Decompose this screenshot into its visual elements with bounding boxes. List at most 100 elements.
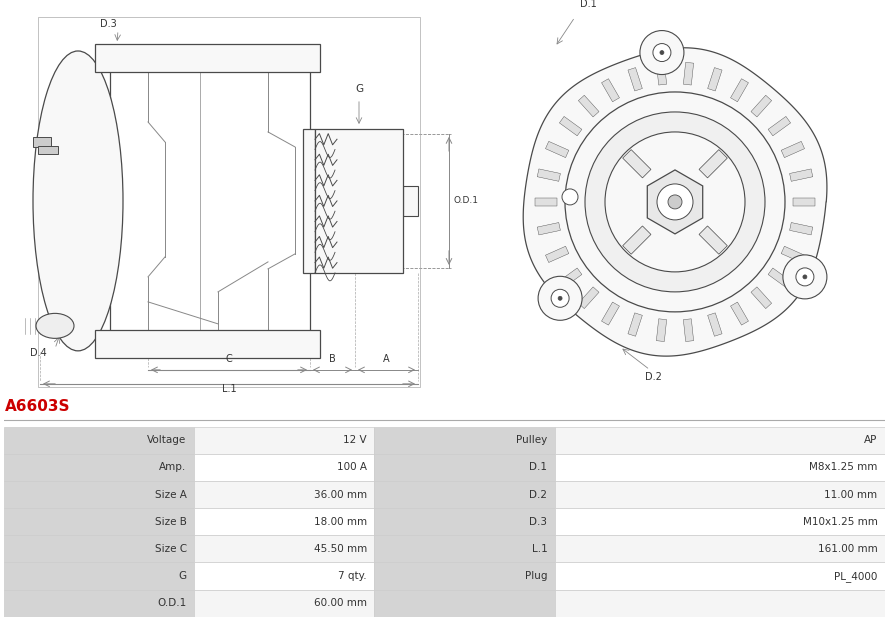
Ellipse shape	[33, 51, 123, 351]
Bar	[38, 146, 58, 154]
Text: A: A	[383, 354, 389, 364]
FancyBboxPatch shape	[4, 454, 194, 481]
FancyBboxPatch shape	[4, 535, 194, 563]
Circle shape	[803, 275, 807, 279]
Bar	[315, 129, 403, 273]
Polygon shape	[647, 170, 702, 234]
Bar	[403, 186, 418, 216]
Polygon shape	[535, 198, 557, 206]
FancyBboxPatch shape	[194, 535, 374, 563]
FancyBboxPatch shape	[194, 508, 374, 535]
FancyBboxPatch shape	[374, 481, 555, 508]
Text: D.2: D.2	[645, 372, 662, 382]
Text: L.1: L.1	[532, 544, 548, 554]
Text: Voltage: Voltage	[148, 435, 187, 445]
Text: A6603S: A6603S	[4, 399, 70, 414]
Text: D.2: D.2	[530, 490, 548, 500]
Text: 60.00 mm: 60.00 mm	[314, 598, 367, 608]
Polygon shape	[602, 78, 620, 102]
Polygon shape	[699, 150, 727, 178]
FancyBboxPatch shape	[374, 427, 555, 454]
Bar	[33, 137, 51, 147]
FancyBboxPatch shape	[4, 589, 194, 617]
FancyBboxPatch shape	[194, 481, 374, 508]
Polygon shape	[684, 62, 693, 85]
Polygon shape	[751, 95, 772, 117]
FancyBboxPatch shape	[194, 563, 374, 589]
Text: 18.00 mm: 18.00 mm	[314, 516, 367, 527]
Text: G: G	[355, 84, 363, 94]
Text: D.1: D.1	[530, 462, 548, 472]
Bar	[95, 44, 320, 72]
Text: 100 A: 100 A	[337, 462, 367, 472]
Polygon shape	[579, 95, 599, 117]
FancyBboxPatch shape	[4, 481, 194, 508]
Text: AP: AP	[864, 435, 877, 445]
Text: Size A: Size A	[155, 490, 187, 500]
Text: 12 V: 12 V	[343, 435, 367, 445]
Polygon shape	[731, 302, 749, 325]
Text: M8x1.25 mm: M8x1.25 mm	[809, 462, 877, 472]
FancyBboxPatch shape	[374, 563, 555, 589]
Text: 36.00 mm: 36.00 mm	[314, 490, 367, 500]
Polygon shape	[622, 226, 651, 254]
Text: D.4: D.4	[30, 348, 47, 358]
Polygon shape	[793, 198, 815, 206]
Polygon shape	[751, 287, 772, 308]
Polygon shape	[731, 78, 749, 102]
Polygon shape	[622, 150, 651, 178]
Polygon shape	[708, 313, 722, 336]
FancyBboxPatch shape	[4, 508, 194, 535]
Polygon shape	[781, 246, 805, 262]
FancyBboxPatch shape	[194, 589, 374, 617]
Circle shape	[562, 189, 578, 205]
Circle shape	[565, 92, 785, 312]
Circle shape	[783, 255, 827, 299]
Polygon shape	[546, 246, 569, 262]
Polygon shape	[579, 287, 599, 308]
Text: Size B: Size B	[155, 516, 187, 527]
FancyBboxPatch shape	[555, 481, 885, 508]
Text: 161.00 mm: 161.00 mm	[818, 544, 877, 554]
Polygon shape	[559, 268, 582, 287]
FancyBboxPatch shape	[4, 427, 194, 454]
Text: Size C: Size C	[155, 544, 187, 554]
Text: O.D.1: O.D.1	[157, 598, 187, 608]
FancyBboxPatch shape	[374, 535, 555, 563]
Text: C: C	[226, 354, 232, 364]
Circle shape	[605, 132, 745, 272]
Polygon shape	[602, 302, 620, 325]
Polygon shape	[546, 141, 569, 158]
Bar	[95, 330, 320, 358]
Circle shape	[538, 277, 582, 320]
Circle shape	[657, 184, 693, 220]
FancyBboxPatch shape	[194, 427, 374, 454]
FancyBboxPatch shape	[374, 454, 555, 481]
Bar	[38, 17, 420, 387]
Polygon shape	[559, 117, 582, 136]
Text: 7 qty.: 7 qty.	[339, 571, 367, 581]
Polygon shape	[684, 319, 693, 341]
Text: O.D.1: O.D.1	[454, 196, 479, 206]
Circle shape	[796, 268, 814, 286]
Text: D.3: D.3	[530, 516, 548, 527]
Circle shape	[668, 195, 682, 209]
Polygon shape	[628, 313, 643, 336]
Polygon shape	[656, 319, 667, 341]
Polygon shape	[781, 141, 805, 158]
Text: 11.00 mm: 11.00 mm	[824, 490, 877, 500]
Polygon shape	[768, 117, 790, 136]
FancyBboxPatch shape	[555, 535, 885, 563]
Polygon shape	[524, 48, 827, 356]
Text: M10x1.25 mm: M10x1.25 mm	[803, 516, 877, 527]
Bar	[303, 129, 315, 273]
Polygon shape	[768, 268, 790, 287]
Text: G: G	[179, 571, 187, 581]
FancyBboxPatch shape	[555, 427, 885, 454]
Text: PL_4000: PL_4000	[834, 571, 877, 581]
Polygon shape	[708, 67, 722, 91]
Text: Pulley: Pulley	[517, 435, 548, 445]
FancyBboxPatch shape	[374, 508, 555, 535]
Polygon shape	[537, 169, 560, 181]
Circle shape	[558, 297, 562, 300]
